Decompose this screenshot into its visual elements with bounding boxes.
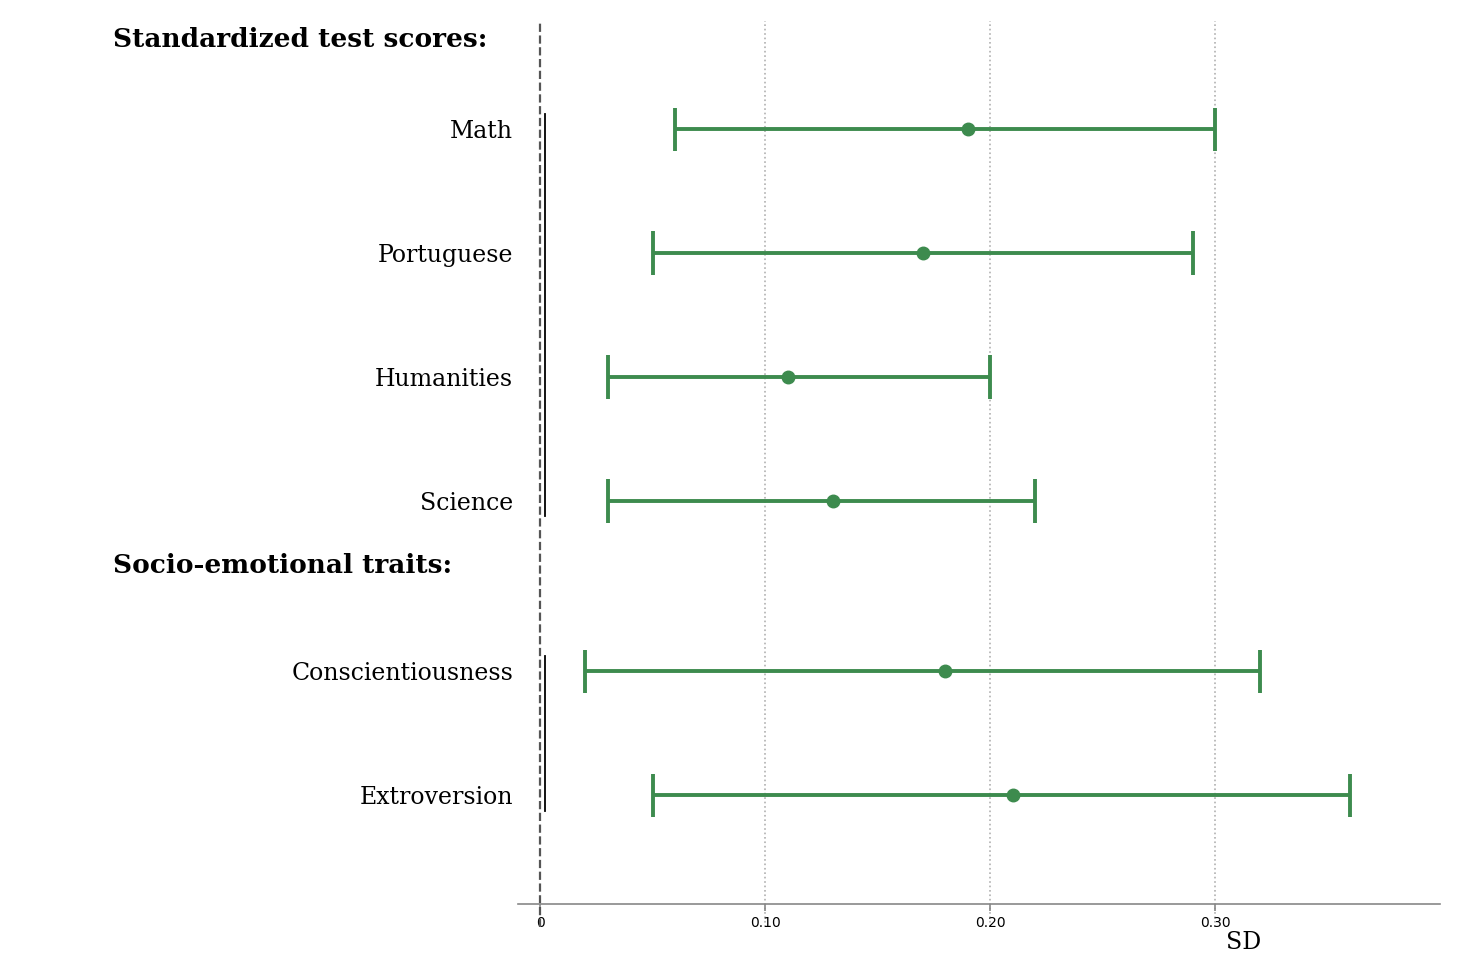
Text: Standardized test scores:: Standardized test scores: [112,27,488,52]
Text: Socio-emotional traits:: Socio-emotional traits: [112,553,451,579]
Text: SD: SD [1226,931,1262,954]
